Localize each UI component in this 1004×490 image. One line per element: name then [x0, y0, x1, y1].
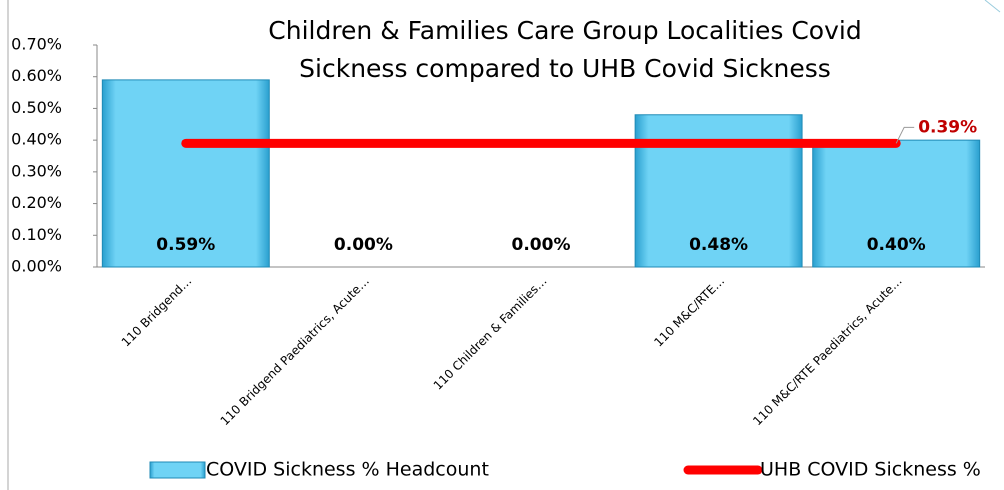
x-tick-label: 110 M&C/RTE Paediatrics, Acute…: [750, 274, 905, 429]
y-tick-label: 0.20%: [11, 193, 62, 212]
bar: [812, 139, 981, 268]
y-tick-label: 0.30%: [11, 161, 62, 180]
data-label: 0.00%: [334, 235, 393, 255]
frame-corner: [984, 0, 1001, 13]
y-tick-label: 0.40%: [11, 130, 62, 149]
x-tick-label: 110 Bridgend…: [119, 274, 195, 350]
legend-label: COVID Sickness % Headcount: [206, 459, 489, 481]
x-tick-label: 110 M&C/RTE…: [651, 274, 727, 350]
x-tick-label: 110 Bridgend Paediatrics, Acute…: [218, 274, 372, 428]
chart-title: Sickness compared to UHB Covid Sickness: [299, 54, 831, 83]
bar: [101, 79, 270, 268]
y-tick-label: 0.00%: [11, 257, 62, 276]
y-tick-label: 0.50%: [11, 98, 62, 117]
data-label: 0.59%: [156, 235, 215, 255]
data-label: 0.48%: [689, 235, 748, 255]
data-label: 0.40%: [867, 235, 926, 255]
data-label: 0.00%: [512, 235, 571, 255]
leader-line: [895, 126, 915, 144]
legend-swatch: [149, 461, 206, 479]
y-tick-label: 0.10%: [11, 225, 62, 244]
y-tick-label: 0.70%: [11, 35, 62, 54]
x-tick-label: 110 Children & Families…: [431, 274, 550, 393]
data-label: 0.39%: [918, 117, 977, 137]
chart-title: Children & Families Care Group Localitie…: [268, 16, 861, 45]
y-tick-label: 0.60%: [11, 66, 62, 85]
legend-label: UHB COVID Sickness %: [760, 459, 981, 481]
